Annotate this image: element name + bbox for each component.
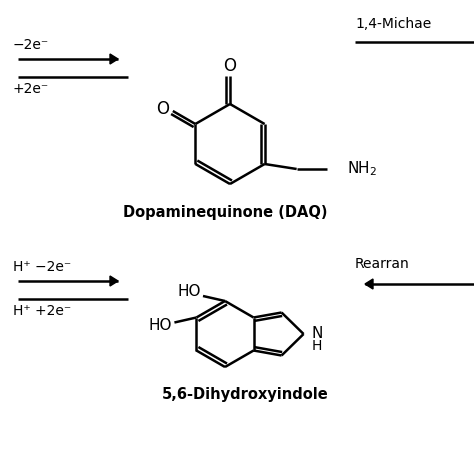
Polygon shape — [365, 279, 373, 289]
Text: Dopaminequinone (DAQ): Dopaminequinone (DAQ) — [123, 204, 327, 219]
Text: H⁺ +2e⁻: H⁺ +2e⁻ — [13, 304, 71, 318]
Text: H: H — [311, 339, 322, 353]
Text: O: O — [156, 100, 169, 118]
Text: HO: HO — [177, 283, 201, 299]
Text: Rearran: Rearran — [355, 257, 410, 271]
Text: H⁺ −2e⁻: H⁺ −2e⁻ — [13, 260, 71, 274]
Text: 1,4-Michae: 1,4-Michae — [355, 17, 431, 31]
Text: NH$_2$: NH$_2$ — [346, 160, 377, 178]
Text: +2e⁻: +2e⁻ — [13, 82, 49, 96]
Text: −2e⁻: −2e⁻ — [13, 38, 49, 52]
Text: HO: HO — [149, 318, 172, 333]
Polygon shape — [110, 276, 118, 286]
Text: 5,6-Dihydroxyindole: 5,6-Dihydroxyindole — [162, 386, 328, 401]
Text: N: N — [311, 327, 323, 341]
Polygon shape — [110, 54, 118, 64]
Text: O: O — [224, 57, 237, 75]
